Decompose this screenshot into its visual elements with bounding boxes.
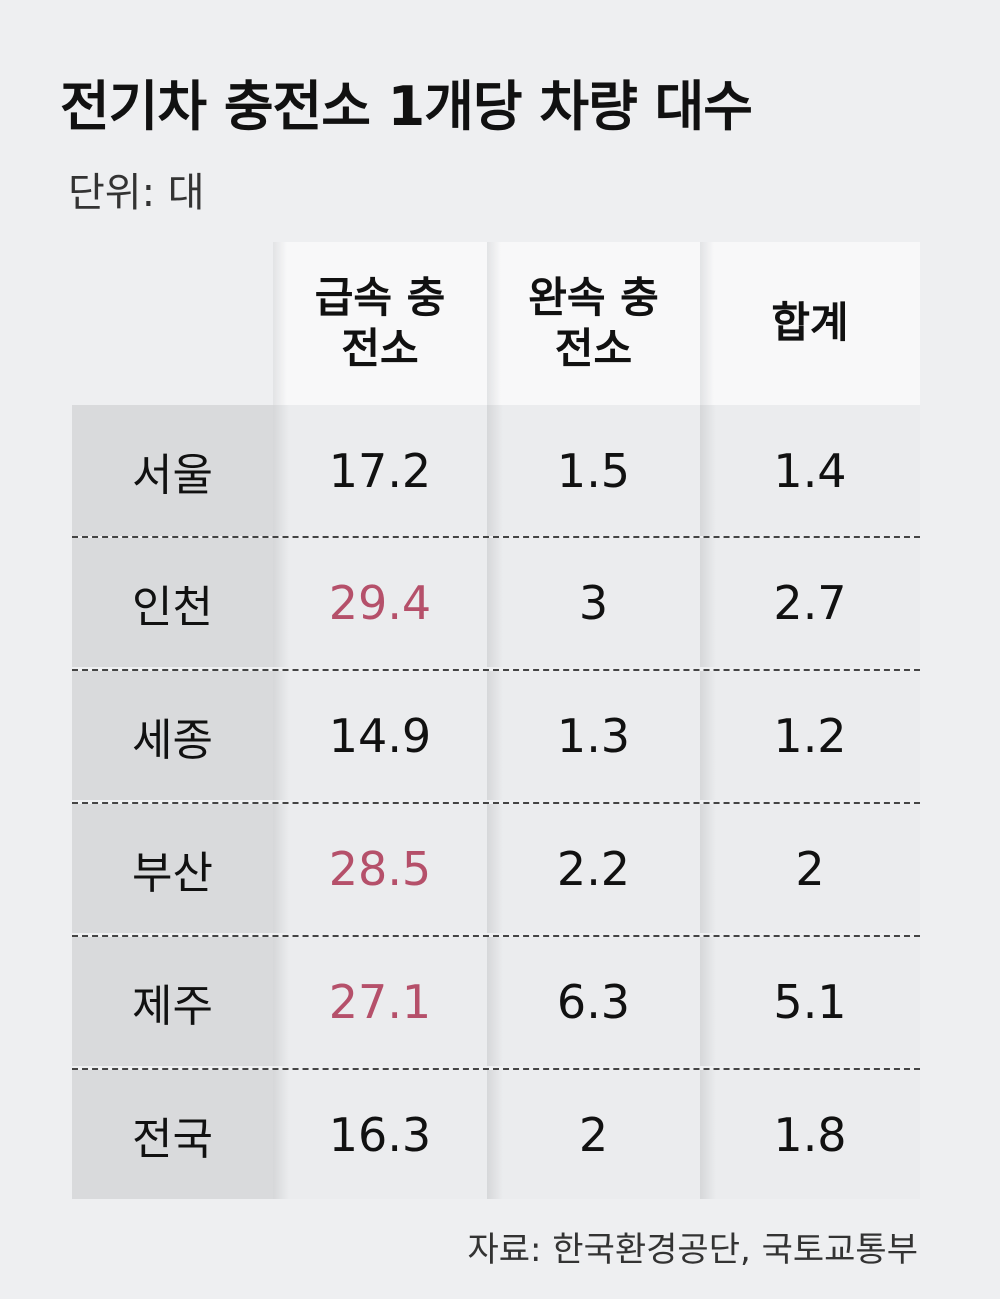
chart-title: 전기차 충전소 1개당 차량 대수 [60,75,753,138]
table-cell: 1.4 [700,405,920,536]
row-label: 인천 [72,538,273,667]
data-table: 급속 충전소 완속 충전소 합계 서울 17.2 1.5 1.4 인천 29.4 3 2.7 세… [72,242,920,1201]
row-label: 부산 [72,804,273,933]
row-label: 전국 [72,1070,273,1199]
table-cell: 2.2 [487,804,700,933]
table-cell: 2.7 [700,538,920,667]
table-cell: 6.3 [487,937,700,1066]
unit-label: 단위: 대 [68,170,205,216]
row-label: 서울 [72,405,273,536]
table-cell: 2 [487,1070,700,1199]
table-cell: 1.8 [700,1070,920,1199]
row-label: 제주 [72,937,273,1066]
column-header: 합계 [700,242,920,405]
table-row: 제주 27.1 6.3 5.1 [72,935,920,1068]
table-cell: 17.2 [273,405,487,536]
table-row: 인천 29.4 3 2.7 [72,536,920,669]
table-cell: 5.1 [700,937,920,1066]
table-row: 부산 28.5 2.2 2 [72,802,920,935]
table-cell: 1.2 [700,671,920,800]
table-cell: 27.1 [273,937,487,1066]
table-cell: 1.3 [487,671,700,800]
table-cell: 28.5 [273,804,487,933]
column-header: 완속 충전소 [487,242,700,405]
table-cell: 14.9 [273,671,487,800]
table-row: 서울 17.2 1.5 1.4 [72,405,920,536]
table-header-row: 급속 충전소 완속 충전소 합계 [72,242,920,405]
header-corner [72,242,273,405]
table-cell: 2 [700,804,920,933]
table-row: 전국 16.3 2 1.8 [72,1068,920,1201]
table-cell: 29.4 [273,538,487,667]
table-cell: 1.5 [487,405,700,536]
source-note: 자료: 한국환경공단, 국토교통부 [467,1230,918,1270]
table-cell: 16.3 [273,1070,487,1199]
row-label: 세종 [72,671,273,800]
table-cell: 3 [487,538,700,667]
column-header: 급속 충전소 [273,242,487,405]
table-row: 세종 14.9 1.3 1.2 [72,669,920,802]
